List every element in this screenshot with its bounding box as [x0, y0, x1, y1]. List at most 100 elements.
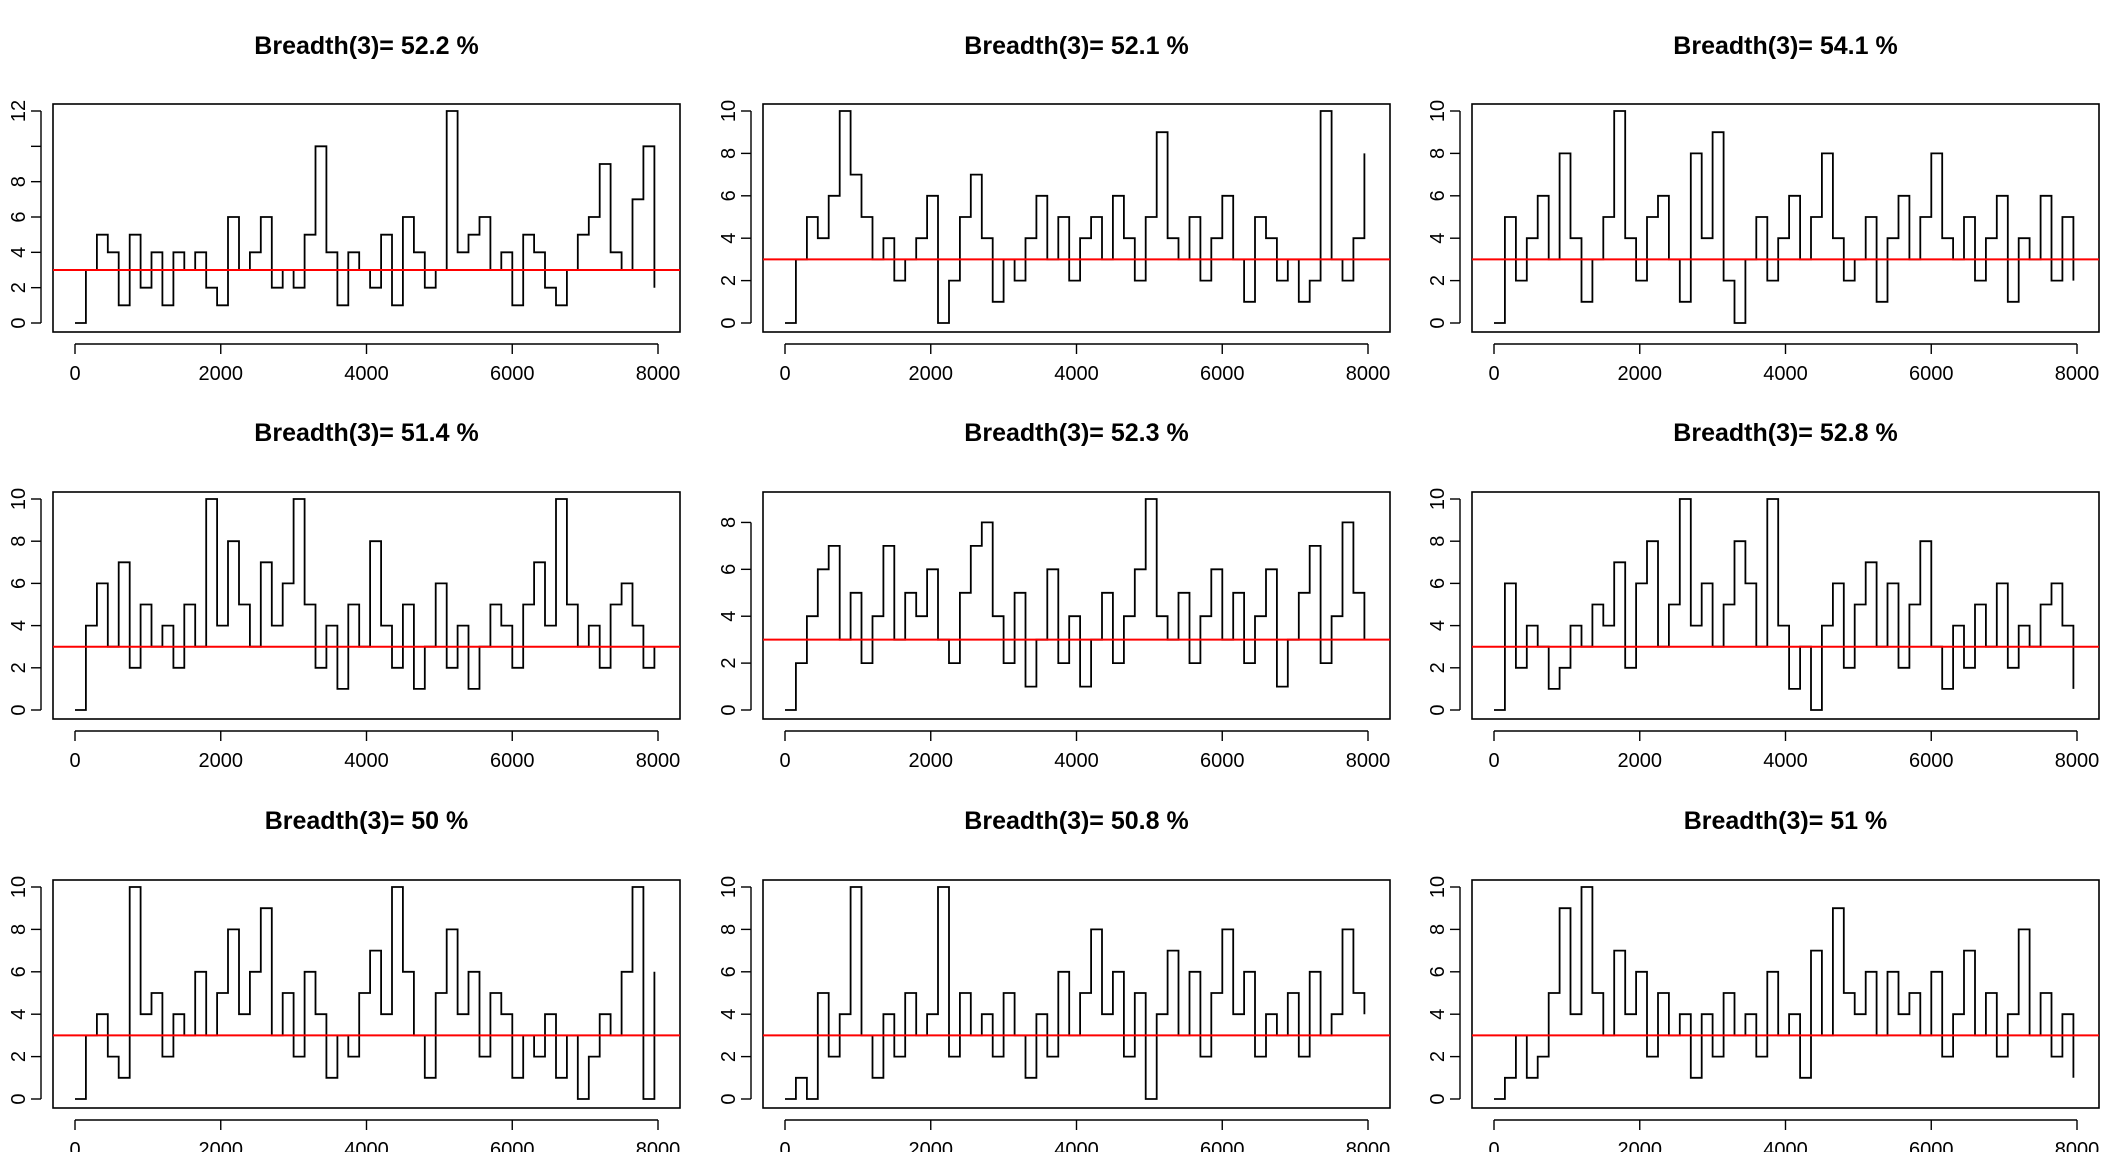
x-tick-label: 2000 [199, 750, 244, 772]
plot-frame [1471, 491, 2100, 720]
x-tick-label: 6000 [1200, 1139, 1245, 1152]
y-tick-label: 8 [1427, 924, 1449, 935]
y-tick-label: 0 [8, 317, 30, 328]
y-tick-label: 2 [8, 282, 30, 293]
y-tick-label: 4 [8, 247, 30, 258]
x-tick-label: 2000 [909, 363, 954, 385]
x-tick-label: 4000 [1763, 750, 1808, 772]
x-tick-label: 8000 [1346, 363, 1391, 385]
plot-frame [52, 879, 681, 1109]
y-tick-label: 4 [718, 1009, 740, 1020]
x-tick-label: 6000 [490, 1139, 535, 1152]
x-tick-label: 2000 [199, 363, 244, 385]
panel-title: Breadth(3)= 50 % [265, 807, 469, 835]
x-tick-label: 4000 [1054, 363, 1099, 385]
y-tick-label: 0 [8, 704, 30, 715]
panel-title: Breadth(3)= 52.1 % [964, 32, 1188, 60]
series-line [1494, 498, 2075, 711]
y-tick-label: 6 [718, 966, 740, 977]
y-tick-label: 6 [1427, 966, 1449, 977]
y-tick-label: 2 [718, 1051, 740, 1062]
x-tick-label: 8000 [1346, 750, 1391, 772]
y-tick-label: 10 [1427, 876, 1449, 898]
y-tick-label: 10 [718, 100, 740, 122]
x-tick-label: 2000 [909, 750, 954, 772]
x-tick-label: 8000 [636, 1139, 681, 1152]
y-tick-label: 8 [8, 176, 30, 187]
y-tick-label: 2 [1427, 1051, 1449, 1062]
x-tick-label: 4000 [1763, 363, 1808, 385]
x-tick-label: 0 [779, 1139, 790, 1152]
x-tick-label: 2000 [1618, 1139, 1663, 1152]
x-tick-label: 6000 [1909, 363, 1954, 385]
x-tick-label: 8000 [636, 363, 681, 385]
panel-title: Breadth(3)= 52.3 % [964, 419, 1188, 447]
plot-frame [52, 491, 681, 720]
y-tick-label: 0 [718, 704, 740, 715]
y-tick-label: 0 [8, 1093, 30, 1104]
y-tick-label: 8 [718, 517, 740, 528]
y-tick-label: 10 [8, 876, 30, 898]
panel-3: Breadth(3)= 54.1 % 0 2000 4000 6000 8000 0 2 4 6 8… [1427, 32, 2100, 385]
series-line [1494, 886, 2075, 1100]
plot-frame [762, 879, 1391, 1109]
panel-title: Breadth(3)= 51 % [1684, 807, 1888, 835]
x-tick-label: 2000 [1618, 750, 1663, 772]
y-tick-label: 10 [1427, 100, 1449, 122]
x-tick-label: 6000 [490, 750, 535, 772]
x-tick-label: 4000 [344, 1139, 389, 1152]
panel-8: Breadth(3)= 50.8 % 0 2000 4000 6000 8000 0 2 4 6 8… [718, 807, 1391, 1152]
y-tick-label: 8 [8, 536, 30, 547]
series-line [75, 498, 656, 711]
y-tick-label: 0 [718, 317, 740, 328]
x-tick-label: 8000 [1346, 1139, 1391, 1152]
y-tick-label: 2 [1427, 662, 1449, 673]
plot-frame [1471, 103, 2100, 333]
y-tick-label: 10 [8, 488, 30, 510]
y-tick-label: 4 [8, 620, 30, 631]
y-tick-label: 4 [1427, 1009, 1449, 1020]
series-line [75, 110, 656, 324]
x-tick-label: 4000 [1054, 750, 1099, 772]
x-tick-label: 4000 [344, 750, 389, 772]
plot-frame [762, 491, 1391, 720]
x-tick-label: 8000 [2055, 363, 2100, 385]
x-tick-label: 0 [69, 750, 80, 772]
y-tick-label: 4 [1427, 233, 1449, 244]
x-tick-label: 6000 [1909, 750, 1954, 772]
x-tick-label: 4000 [344, 363, 389, 385]
y-tick-label: 6 [718, 190, 740, 201]
series-line [785, 498, 1366, 711]
x-tick-label: 0 [69, 1139, 80, 1152]
y-tick-label: 6 [8, 578, 30, 589]
y-tick-label: 10 [1427, 488, 1449, 510]
panel-6: Breadth(3)= 52.8 % 0 2000 4000 6000 8000 0 2 4 6 8… [1427, 419, 2100, 772]
x-tick-label: 0 [1488, 750, 1499, 772]
x-tick-label: 8000 [636, 750, 681, 772]
panel-title: Breadth(3)= 51.4 % [254, 419, 478, 447]
x-tick-label: 0 [779, 750, 790, 772]
y-tick-label: 6 [8, 966, 30, 977]
y-tick-label: 0 [718, 1093, 740, 1104]
x-tick-label: 8000 [2055, 1139, 2100, 1152]
y-tick-label: 4 [1427, 620, 1449, 631]
y-tick-label: 2 [8, 1051, 30, 1062]
x-tick-label: 4000 [1763, 1139, 1808, 1152]
x-tick-label: 6000 [1909, 1139, 1954, 1152]
plot-frame [762, 103, 1391, 333]
x-tick-label: 8000 [2055, 750, 2100, 772]
y-tick-label: 6 [1427, 190, 1449, 201]
x-tick-label: 2000 [909, 1139, 954, 1152]
panel-title: Breadth(3)= 50.8 % [964, 807, 1188, 835]
x-tick-label: 6000 [1200, 363, 1245, 385]
y-tick-label: 4 [718, 611, 740, 622]
panel-4: Breadth(3)= 51.4 % 0 2000 4000 6000 8000 0 2 4 6 8… [8, 419, 681, 772]
x-tick-label: 2000 [1618, 363, 1663, 385]
x-tick-label: 2000 [199, 1139, 244, 1152]
series-line [75, 886, 656, 1100]
series-line [1494, 110, 2075, 324]
x-tick-label: 4000 [1054, 1139, 1099, 1152]
x-tick-label: 0 [779, 363, 790, 385]
